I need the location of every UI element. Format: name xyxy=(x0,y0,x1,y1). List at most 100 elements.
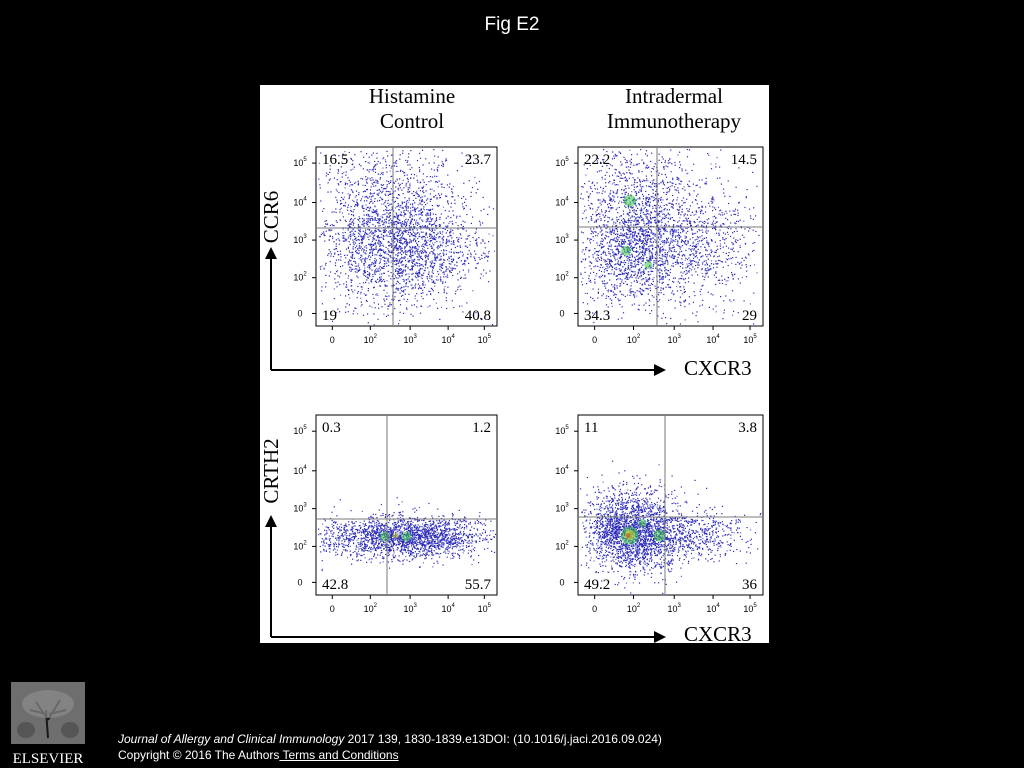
density-hotspot xyxy=(644,261,653,270)
plot-frame xyxy=(315,414,498,596)
x-tick-label: 104 xyxy=(441,603,455,614)
axis-ticks: 0 102 103 104 105 0 102 103 104 105 xyxy=(293,157,491,345)
x-tick-label: 0 xyxy=(592,604,597,614)
y-arrow-top-head xyxy=(265,247,277,259)
event-dots xyxy=(318,149,496,326)
plot-frame xyxy=(315,146,498,327)
y-tick-label: 105 xyxy=(293,425,307,436)
quadrant-percent-lower-left: 49.2 xyxy=(584,577,610,593)
density-hotspot xyxy=(653,529,666,542)
x-tick-label: 0 xyxy=(330,604,335,614)
y-tick-label: 103 xyxy=(293,503,307,514)
flow-cytometry-figure: Histamine Control Intradermal Immunother… xyxy=(260,85,764,643)
quadrant-percent-upper-left: 11 xyxy=(584,420,598,436)
density-hotspot xyxy=(623,194,636,207)
x-tick-label: 102 xyxy=(364,603,378,614)
density-hotspot xyxy=(625,533,631,539)
quadrant-percent-lower-left: 19 xyxy=(322,308,337,324)
plot-crth2-histamine: 0.3 1.2 42.8 55.7 0 102 103 104 105 0 102 103 104 105 xyxy=(293,414,498,614)
y-tick-label: 103 xyxy=(555,503,569,514)
journal-name: Journal of Allergy and Clinical Immunolo… xyxy=(118,732,345,746)
quadrant-percent-upper-right: 14.5 xyxy=(731,152,757,168)
x-tick-label: 105 xyxy=(743,603,757,614)
y-tick-label: 102 xyxy=(555,540,569,551)
y-axis-label-crth2: CRTH2 xyxy=(260,438,283,503)
axis-ticks: 0 102 103 104 105 0 102 103 104 105 xyxy=(293,425,491,614)
copyright-line: Copyright © 2016 The Authors Terms and C… xyxy=(118,747,662,763)
column-header-left-line1: Histamine xyxy=(369,85,455,108)
quadrant-percent-upper-right: 1.2 xyxy=(472,420,491,436)
column-header-right-line2: Immunotherapy xyxy=(607,109,742,133)
citation-block: Journal of Allergy and Clinical Immunolo… xyxy=(118,731,662,763)
event-dots xyxy=(580,148,760,325)
citation-details: 2017 139, 1830-1839.e13DOI: (10.1016/j.j… xyxy=(344,732,662,746)
terms-and-conditions-link[interactable]: Terms and Conditions xyxy=(279,748,399,762)
y-tick-label: 0 xyxy=(297,577,302,587)
y-arrow-bottom-head xyxy=(265,515,277,527)
x-tick-label: 104 xyxy=(706,334,720,345)
y-tick-label: 102 xyxy=(555,272,569,283)
plot-crth2-immunotherapy: 11 3.8 49.2 36 0 102 103 104 105 0 102 103 104 105 xyxy=(555,414,764,614)
y-tick-label: 0 xyxy=(559,577,564,587)
quadrant-percent-upper-left: 16.5 xyxy=(322,152,348,168)
x-tick-label: 103 xyxy=(403,334,417,345)
x-axis-label-cxcr3-top: CXCR3 xyxy=(684,356,752,380)
y-tick-label: 104 xyxy=(293,465,307,476)
column-header-right-line1: Intradermal xyxy=(625,85,723,108)
x-tick-label: 102 xyxy=(627,334,641,345)
y-tick-label: 105 xyxy=(555,425,569,436)
quadrant-percent-lower-left: 34.3 xyxy=(584,308,610,324)
quadrant-percent-lower-left: 42.8 xyxy=(322,577,348,593)
x-tick-label: 103 xyxy=(668,334,682,345)
x-tick-label: 102 xyxy=(364,334,378,345)
logo-text: ELSEVIER xyxy=(13,751,84,766)
x-arrow-top-head xyxy=(654,364,666,376)
x-tick-label: 103 xyxy=(668,603,682,614)
copyright-text: Copyright © 2016 The Authors xyxy=(118,748,280,762)
x-tick-label: 0 xyxy=(592,335,597,345)
density-hotspot xyxy=(379,531,390,542)
plot-ccr6-immunotherapy: 22.2 14.5 34.3 29 0 102 103 104 105 0 102 103 104 105 xyxy=(555,146,764,345)
y-axis-label-ccr6: CCR6 xyxy=(260,191,283,244)
y-tick-label: 102 xyxy=(293,272,307,283)
x-tick-label: 104 xyxy=(706,603,720,614)
y-tick-label: 105 xyxy=(555,157,569,168)
quadrant-percent-upper-right: 3.8 xyxy=(738,420,757,436)
y-tick-label: 103 xyxy=(555,234,569,245)
plot-ccr6-histamine: 16.5 23.7 19 40.8 0 102 103 104 105 0 102 103 104 105 xyxy=(293,146,498,345)
axis-ticks: 0 102 103 104 105 0 102 103 104 105 xyxy=(555,157,757,345)
quadrant-percent-lower-right: 40.8 xyxy=(465,308,491,324)
density-hotspot xyxy=(401,531,412,542)
elsevier-logo: ELSEVIER xyxy=(11,682,85,766)
plot-frame xyxy=(577,414,764,596)
density-hotspot xyxy=(638,519,647,527)
figure-panel: Histamine Control Intradermal Immunother… xyxy=(260,85,769,643)
y-tick-label: 0 xyxy=(297,308,302,318)
y-tick-label: 105 xyxy=(293,157,307,168)
quadrant-percent-lower-right: 36 xyxy=(742,577,758,593)
y-tick-label: 103 xyxy=(293,234,307,245)
quadrant-percent-upper-left: 22.2 xyxy=(584,152,610,168)
quadrant-percent-upper-left: 0.3 xyxy=(322,420,341,436)
density-hotspot xyxy=(621,245,632,256)
x-tick-label: 0 xyxy=(330,335,335,345)
citation-line: Journal of Allergy and Clinical Immunolo… xyxy=(118,731,662,747)
column-header-left-line2: Control xyxy=(380,109,444,133)
x-tick-label: 105 xyxy=(478,603,492,614)
x-tick-label: 104 xyxy=(441,334,455,345)
x-tick-label: 105 xyxy=(478,334,492,345)
y-tick-label: 104 xyxy=(555,196,569,207)
y-tick-label: 102 xyxy=(293,540,307,551)
x-tick-label: 103 xyxy=(403,603,417,614)
axis-ticks: 0 102 103 104 105 0 102 103 104 105 xyxy=(555,425,757,614)
y-tick-label: 104 xyxy=(555,465,569,476)
density-hotspot xyxy=(392,532,399,539)
y-tick-label: 0 xyxy=(559,308,564,318)
y-tick-label: 104 xyxy=(293,196,307,207)
quadrant-percent-upper-right: 23.7 xyxy=(465,152,492,168)
x-axis-label-cxcr3-bottom: CXCR3 xyxy=(684,622,752,643)
quadrant-percent-lower-right: 55.7 xyxy=(465,577,492,593)
quadrant-percent-lower-right: 29 xyxy=(742,308,757,324)
x-tick-label: 105 xyxy=(743,334,757,345)
slide-title: Fig E2 xyxy=(484,14,540,35)
